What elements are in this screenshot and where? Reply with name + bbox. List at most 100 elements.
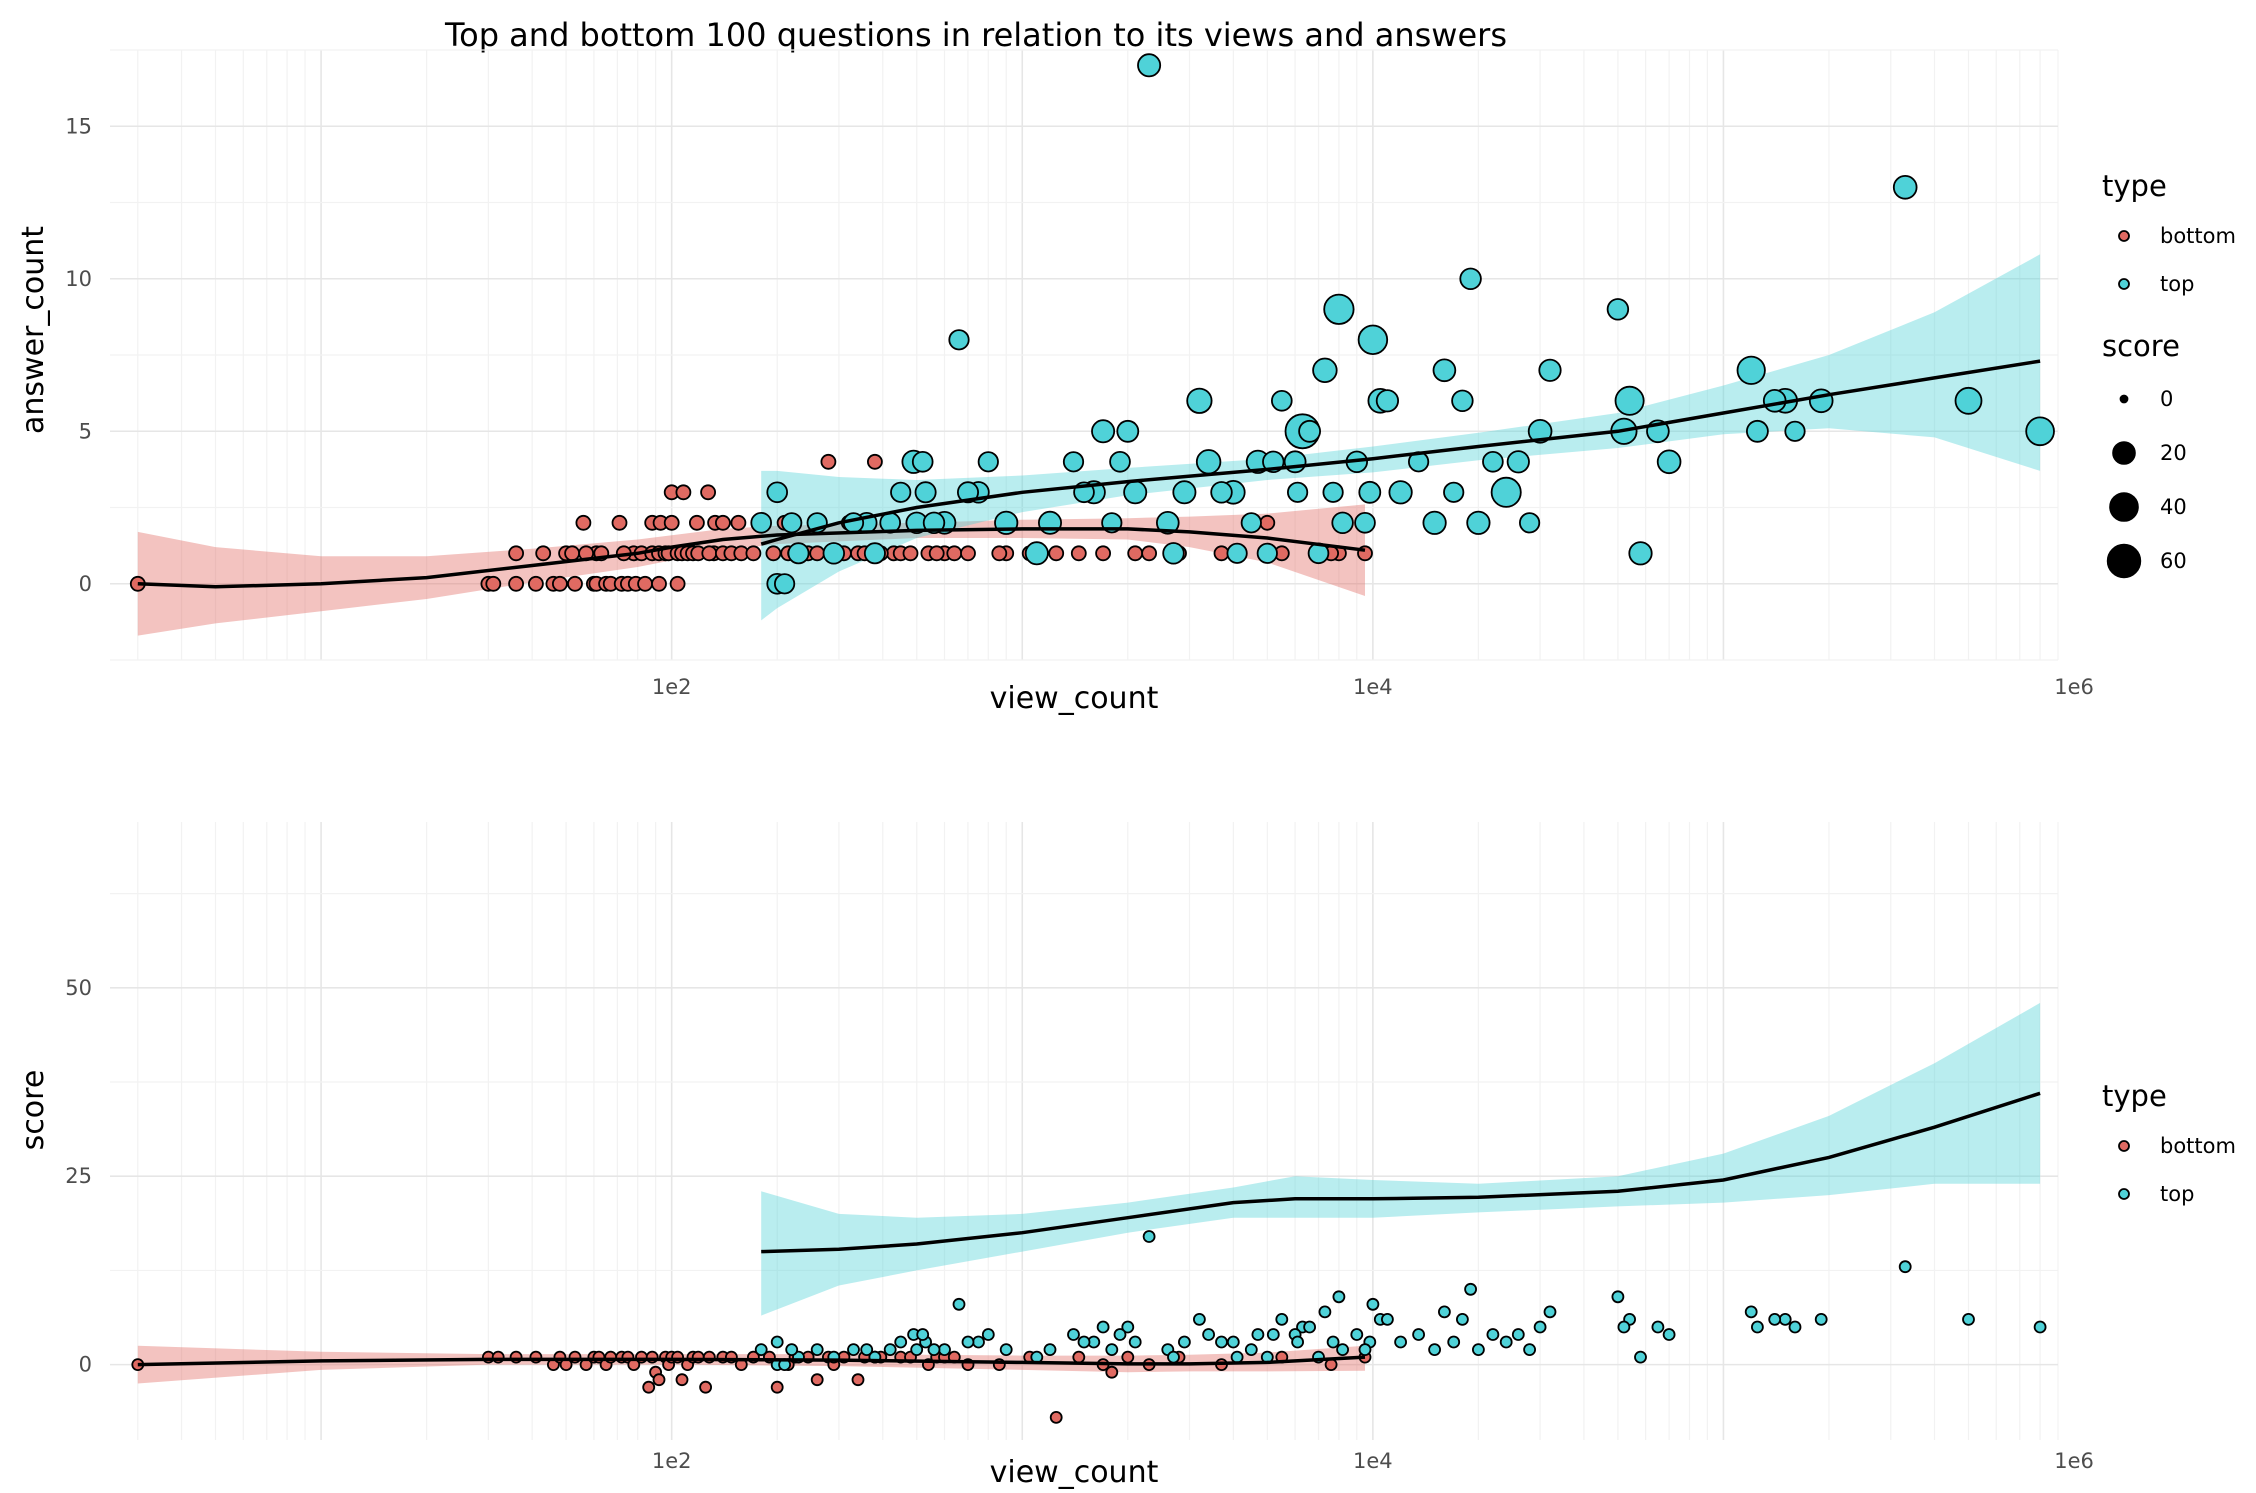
top-point bbox=[1762, 388, 1787, 413]
top-point bbox=[1358, 480, 1382, 504]
top-point bbox=[1244, 1343, 1258, 1356]
bottom-point bbox=[960, 545, 976, 562]
legend-label: 0 bbox=[2160, 387, 2173, 411]
top-point bbox=[1808, 388, 1834, 414]
x-axis-title: view_count bbox=[990, 681, 1159, 716]
y-tick-labels: 0 5 10 15 bbox=[65, 114, 92, 596]
top-point bbox=[781, 512, 803, 534]
top-point bbox=[1381, 1313, 1394, 1326]
top-confidence-band bbox=[761, 1002, 2041, 1316]
legend-title: type bbox=[2102, 169, 2167, 203]
bottom-smooth-line bbox=[137, 1355, 1366, 1367]
top-point bbox=[1428, 1343, 1441, 1356]
top-point bbox=[1634, 1350, 1647, 1364]
top-point bbox=[1062, 451, 1085, 473]
score-panel: 1e2 1e4 1e6 0 25 50 view_count score type bot… bbox=[16, 822, 2236, 1490]
bottom-point bbox=[508, 575, 524, 592]
bottom-point bbox=[552, 575, 568, 592]
top-point bbox=[1195, 449, 1222, 475]
top-point bbox=[1326, 1335, 1340, 1349]
top-point bbox=[1043, 1343, 1057, 1356]
top-point bbox=[750, 511, 772, 534]
top-point bbox=[1271, 389, 1293, 412]
top-point bbox=[1628, 541, 1653, 566]
bottom-point bbox=[1121, 1350, 1135, 1364]
bottom-point bbox=[528, 575, 544, 592]
x-tick-label: 1e2 bbox=[652, 675, 692, 699]
bottom-point bbox=[820, 453, 837, 470]
top-point bbox=[1744, 1305, 1758, 1319]
legend-label: 20 bbox=[2160, 441, 2187, 465]
top-point bbox=[1357, 324, 1389, 356]
top-point bbox=[927, 1343, 941, 1356]
top-point bbox=[1186, 387, 1213, 414]
top-point bbox=[1490, 476, 1522, 508]
legend-key bbox=[2118, 1140, 2130, 1152]
top-point bbox=[810, 1343, 824, 1356]
legend-label: top bbox=[2160, 1182, 2194, 1206]
legend-title: score bbox=[2102, 329, 2180, 363]
bottom-point bbox=[867, 453, 883, 470]
top-point bbox=[1109, 450, 1131, 473]
top-point bbox=[1394, 1335, 1407, 1349]
bottom-point bbox=[1072, 1350, 1086, 1364]
top-point bbox=[1275, 1313, 1289, 1326]
bottom-point bbox=[1127, 545, 1144, 562]
top-point bbox=[1128, 1335, 1142, 1349]
top-point bbox=[1506, 450, 1530, 474]
bottom-point bbox=[652, 1373, 666, 1387]
confidence-bands bbox=[137, 1002, 2041, 1384]
bottom-point bbox=[1141, 545, 1157, 562]
top-point bbox=[1662, 1328, 1676, 1341]
bottom-point bbox=[642, 1380, 656, 1394]
top-point bbox=[770, 1335, 784, 1349]
top-point bbox=[1178, 1335, 1191, 1349]
top-point bbox=[1432, 358, 1457, 383]
top-point bbox=[1331, 511, 1354, 535]
bottom-point bbox=[508, 545, 524, 562]
top-point bbox=[1256, 542, 1278, 564]
top-point bbox=[1533, 1320, 1547, 1334]
bottom-point bbox=[770, 1380, 784, 1394]
top-point bbox=[1323, 293, 1355, 325]
top-point bbox=[1172, 480, 1197, 505]
top-point bbox=[1226, 542, 1248, 564]
top-point bbox=[1459, 267, 1482, 291]
top-point bbox=[847, 1343, 860, 1356]
top-point bbox=[981, 1328, 995, 1341]
chart-title: Top and bottom 100 questions in relation… bbox=[444, 16, 1507, 54]
top-point bbox=[1614, 385, 1645, 416]
bottom-point bbox=[765, 545, 782, 562]
legend: type bottom top score 0 20 40 60 bbox=[2102, 169, 2236, 579]
top-point bbox=[1751, 1320, 1764, 1334]
top-point bbox=[1287, 481, 1309, 503]
top-point bbox=[1240, 512, 1262, 534]
legend-key bbox=[2119, 394, 2129, 404]
legend-label: bottom bbox=[2160, 224, 2236, 248]
top-point bbox=[1736, 355, 1766, 385]
top-point bbox=[1519, 512, 1541, 534]
top-point bbox=[2025, 416, 2055, 447]
bottom-point bbox=[699, 1380, 712, 1394]
top-point bbox=[1422, 510, 1447, 535]
top-point bbox=[1778, 1313, 1792, 1326]
top-point bbox=[1814, 1313, 1828, 1326]
top-point bbox=[938, 1343, 951, 1356]
top-point bbox=[1067, 1328, 1080, 1341]
bottom-point bbox=[611, 514, 628, 531]
top-point bbox=[1527, 418, 1553, 444]
legend-label: 40 bbox=[2160, 495, 2187, 519]
bottom-point bbox=[715, 514, 731, 531]
y-tick-label: 0 bbox=[79, 572, 92, 596]
top-point bbox=[916, 1328, 930, 1341]
legend-key bbox=[2106, 543, 2142, 579]
bottom-point bbox=[567, 575, 583, 592]
top-point bbox=[773, 573, 796, 595]
smooth-lines bbox=[137, 1091, 2041, 1367]
top-point bbox=[914, 481, 937, 504]
top-point bbox=[1322, 481, 1344, 503]
top-point bbox=[1464, 1282, 1477, 1296]
top-point bbox=[1121, 1320, 1135, 1334]
top-point bbox=[1336, 1343, 1349, 1356]
